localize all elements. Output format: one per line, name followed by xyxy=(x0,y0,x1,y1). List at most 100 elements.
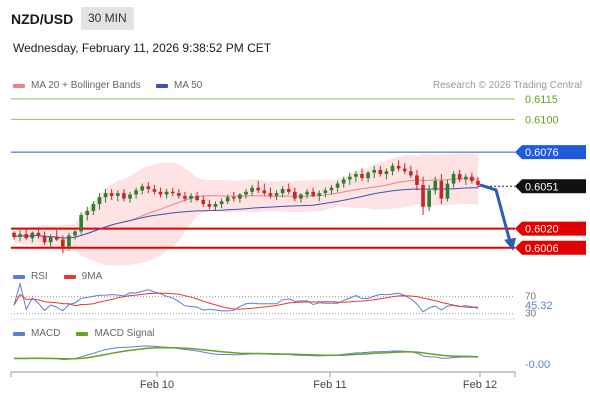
candle-body xyxy=(323,190,328,194)
level-label-0.6100: 0.6100 xyxy=(525,114,559,126)
candle-body xyxy=(451,174,456,184)
legend-ma20: MA 20 + Bollinger Bands xyxy=(13,80,141,91)
candle xyxy=(439,174,444,205)
candle-body xyxy=(79,215,83,232)
time-axis: Feb 10 Feb 11 Feb 12 xyxy=(10,371,516,391)
level-tag-0.6076 xyxy=(515,145,586,160)
candle-body xyxy=(421,184,425,207)
candle xyxy=(311,187,315,198)
candle xyxy=(36,227,41,239)
candle xyxy=(390,163,395,176)
candle xyxy=(347,172,352,185)
candle xyxy=(79,212,83,235)
candle xyxy=(18,230,22,241)
candle-body xyxy=(115,193,120,196)
candle xyxy=(30,231,35,243)
candle-body xyxy=(177,193,181,196)
candle-body xyxy=(109,193,114,196)
candle xyxy=(140,183,145,195)
candle-body xyxy=(170,191,175,194)
candle-body xyxy=(140,186,145,191)
candle-body xyxy=(146,186,151,190)
candle-body xyxy=(378,169,383,174)
candle-body xyxy=(61,239,65,247)
legend-ma50: MA 50 xyxy=(156,80,202,91)
candles xyxy=(12,160,480,254)
candle-body xyxy=(317,193,322,196)
candle-body xyxy=(152,189,157,192)
candle-body xyxy=(329,187,334,191)
candle-body xyxy=(274,193,279,196)
price-levels: 0.6115 0.6100 0.6076 0.6051 0.6020 0.6006 xyxy=(11,94,586,255)
macd-label: MACD xyxy=(31,328,61,339)
candle xyxy=(335,180,340,192)
candle xyxy=(262,183,267,196)
candle xyxy=(177,189,181,199)
x-tick-label: Feb 12 xyxy=(463,379,497,391)
candle-body xyxy=(231,197,236,199)
candle-body xyxy=(183,195,187,199)
candle-body xyxy=(195,195,199,200)
candle xyxy=(134,187,138,199)
candle xyxy=(195,191,199,202)
candle-body xyxy=(91,204,96,211)
candle xyxy=(256,180,261,194)
candle xyxy=(360,168,364,181)
candle xyxy=(42,231,47,246)
macd-swatch xyxy=(13,331,25,336)
candle-body xyxy=(427,190,431,207)
candle-body xyxy=(445,183,450,199)
candle-body xyxy=(390,165,395,172)
candle xyxy=(207,199,212,210)
candle xyxy=(170,187,175,196)
candle xyxy=(421,176,425,215)
candle xyxy=(299,193,303,203)
projection-arrowhead xyxy=(504,237,516,251)
candle xyxy=(115,190,120,202)
candle-body xyxy=(12,232,16,237)
candle xyxy=(244,189,248,199)
candle xyxy=(152,184,157,195)
candle-body xyxy=(415,175,419,185)
rsi-value-label: 45.32 xyxy=(525,300,553,312)
candle xyxy=(54,230,59,241)
candle xyxy=(378,165,383,177)
candle-body xyxy=(439,180,444,199)
candle-body xyxy=(213,204,218,207)
candle-body xyxy=(207,204,212,207)
candle-body xyxy=(18,234,22,237)
candle-body xyxy=(360,174,364,179)
candle xyxy=(366,171,370,183)
candle xyxy=(329,184,334,195)
ma50-label: MA 50 xyxy=(174,80,203,91)
candle xyxy=(103,189,108,203)
candle xyxy=(476,176,480,188)
candle-body xyxy=(372,169,377,173)
candle-body xyxy=(347,176,352,180)
x-tick-label: Feb 11 xyxy=(313,379,346,391)
candle xyxy=(280,186,285,198)
bollinger-band-area xyxy=(14,153,478,266)
macd-signal-swatch xyxy=(76,331,89,336)
candle xyxy=(189,193,193,203)
candle-body xyxy=(85,210,90,215)
candle xyxy=(463,174,468,185)
ma50-line xyxy=(13,187,479,239)
candle-body xyxy=(396,165,401,169)
ma20-label: MA 20 + Bollinger Bands xyxy=(31,80,141,91)
candle xyxy=(451,171,456,188)
candle-body xyxy=(103,193,108,198)
candle xyxy=(433,176,438,195)
rsi-line xyxy=(13,281,479,313)
timeframe-badge[interactable]: 30 MIN xyxy=(81,7,134,30)
candle xyxy=(286,183,291,195)
candle-body xyxy=(219,201,224,205)
rsi-30-label: 30 xyxy=(525,309,537,320)
candle xyxy=(470,172,474,184)
candle xyxy=(445,179,450,202)
copyright: Research © 2026 Trading Central xyxy=(432,80,582,91)
macd-line xyxy=(13,345,479,361)
candle-body xyxy=(48,236,53,243)
